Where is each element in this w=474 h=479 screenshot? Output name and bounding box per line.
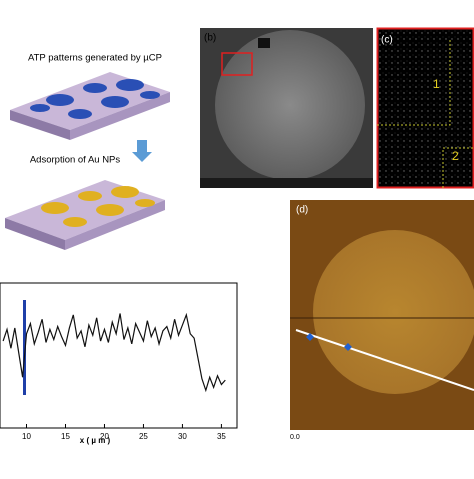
x-tick-label: 30 xyxy=(178,432,187,441)
panel-label: (d) xyxy=(296,205,308,216)
panel-label: (c) xyxy=(381,35,393,46)
caption-bottom: Adsorption of Au NPs xyxy=(30,155,121,166)
profile-line xyxy=(2,312,226,393)
arrow xyxy=(132,140,152,162)
region-label: 1 xyxy=(433,77,440,91)
marker xyxy=(23,300,26,395)
x-tick-label: 20 xyxy=(100,432,109,441)
sem-image xyxy=(200,28,373,188)
x-tick-label: 25 xyxy=(139,432,148,441)
afm-image xyxy=(290,200,474,430)
panel-label: (b) xyxy=(204,33,216,44)
x-tick-label: 35 xyxy=(217,432,226,441)
caption-top: ATP patterns generated by µCP xyxy=(28,53,162,64)
plot-frame xyxy=(0,282,238,429)
eds-image xyxy=(376,27,474,189)
axis-label: 0.0 xyxy=(290,434,300,441)
x-tick-label: 10 xyxy=(22,432,31,441)
region-label: 2 xyxy=(452,149,459,163)
x-axis-label: x ( µ m ) xyxy=(80,436,111,445)
x-tick-label: 15 xyxy=(61,432,70,441)
substrate-top xyxy=(10,72,170,140)
substrate-bottom xyxy=(5,180,165,250)
